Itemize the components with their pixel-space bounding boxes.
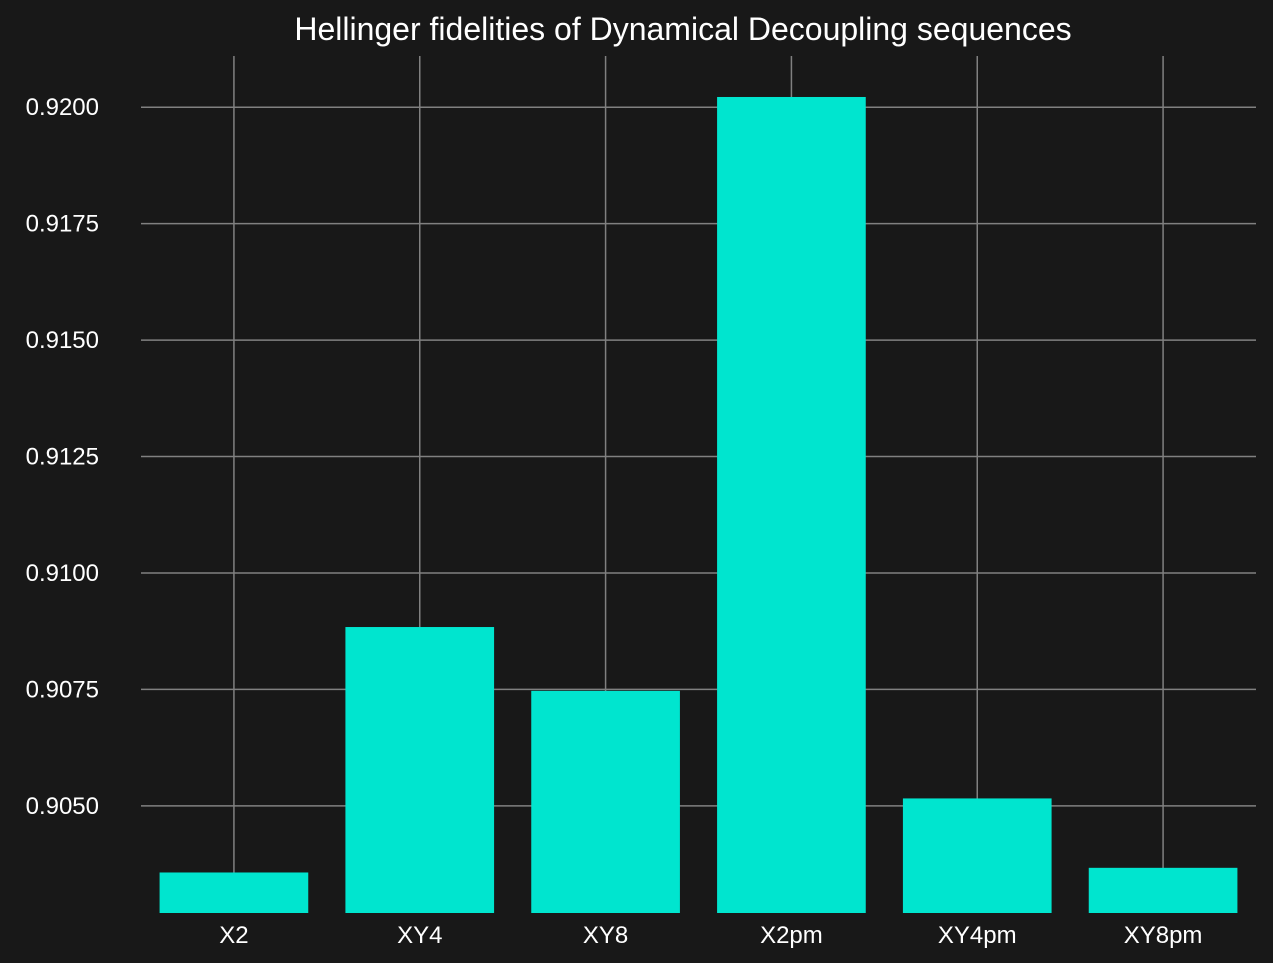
y-tick-label: 0.9125 <box>26 444 99 471</box>
bar-xy4pm <box>902 798 1052 913</box>
bars <box>159 96 1238 914</box>
y-axis-tick-labels: 0.9050 0.9075 0.9100 0.9125 0.9150 0.9175 0.92… <box>26 94 99 820</box>
y-tick-label: 0.9175 <box>26 211 99 238</box>
x-tick-label: XY8pm <box>1124 922 1203 949</box>
x-tick-label: XY4 <box>397 922 442 949</box>
bar-xy4 <box>345 627 495 913</box>
y-tick-label: 0.9100 <box>26 560 99 587</box>
bar-xy8 <box>531 690 680 913</box>
bar-x2pm <box>717 96 866 914</box>
bar-xy8pm <box>1088 867 1238 913</box>
y-tick-label: 0.9050 <box>26 793 99 820</box>
x-tick-label: XY4pm <box>938 922 1017 949</box>
y-tick-label: 0.9200 <box>26 94 99 121</box>
x-tick-label: X2pm <box>760 922 823 949</box>
y-tick-label: 0.9075 <box>26 676 99 703</box>
grid-lines <box>141 56 1256 913</box>
bar-x2 <box>159 872 309 913</box>
x-axis-tick-labels: X2 XY4 XY8 X2pm XY4pm XY8pm <box>219 922 1202 949</box>
chart-title: Hellinger fidelities of Dynamical Decoup… <box>294 11 1071 47</box>
x-tick-label: XY8 <box>583 922 628 949</box>
y-tick-label: 0.9150 <box>26 327 99 354</box>
x-tick-label: X2 <box>219 922 248 949</box>
